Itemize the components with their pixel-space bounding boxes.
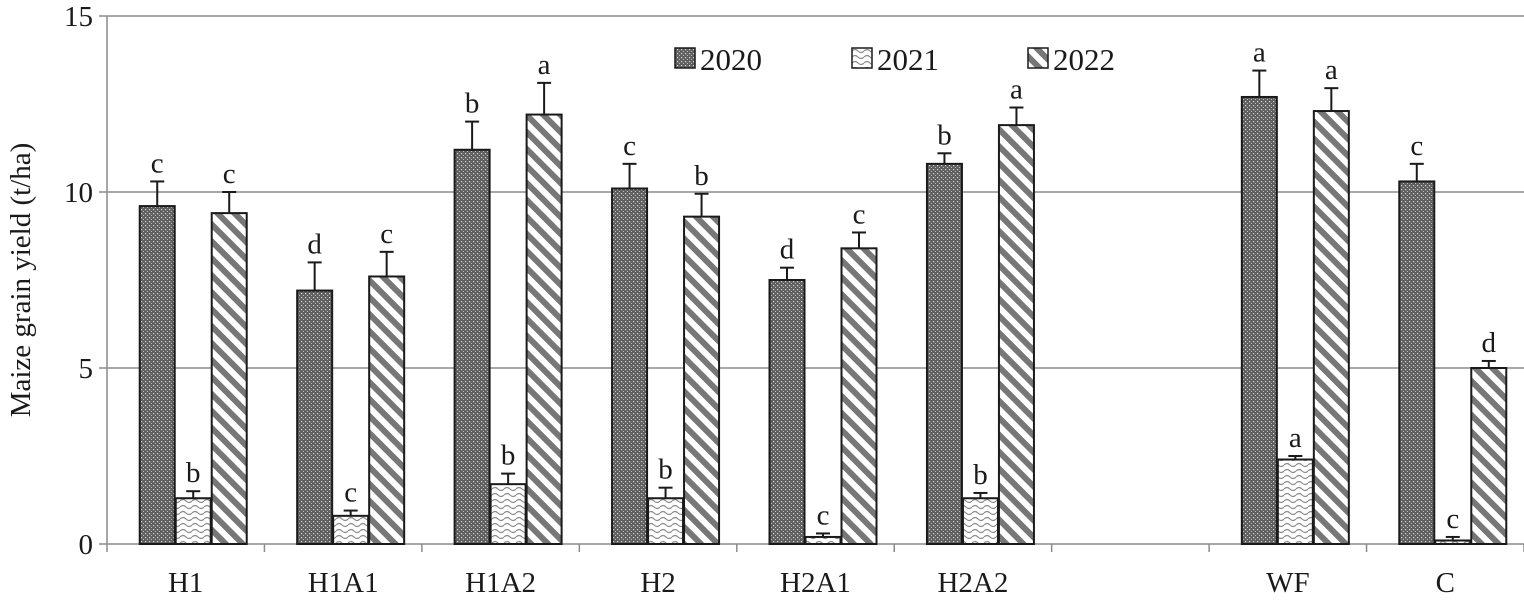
bar-2021-h1a2: [489, 483, 527, 546]
bar-2021-h2a2: [961, 497, 999, 545]
significance-letter: c: [344, 477, 357, 509]
bar-2022-h1a2: [525, 113, 563, 545]
bar-2021-h2a1: [804, 535, 842, 546]
legend-label-2021: 2021: [877, 42, 939, 77]
bar-2020-wf: [1240, 95, 1278, 546]
significance-letter: c: [151, 147, 164, 179]
bar-2020-c: [1398, 180, 1436, 545]
bar-2022-h1: [210, 212, 248, 545]
significance-letter: b: [501, 440, 516, 472]
category-label-wf: WF: [1266, 567, 1310, 599]
legend-swatch-2020: [674, 47, 696, 69]
bar-2021-wf: [1276, 458, 1314, 545]
significance-letter: b: [694, 160, 709, 192]
category-label-c: C: [1436, 567, 1455, 599]
significance-letter: b: [186, 457, 201, 489]
legend-swatch-2022: [1027, 47, 1049, 69]
category-label-h2: H2: [640, 567, 675, 599]
significance-letter: a: [1253, 37, 1266, 69]
legend-label-2020: 2020: [700, 42, 762, 77]
bar-2022-wf: [1312, 110, 1350, 545]
y-axis-title: Maize grain yield (t/ha): [5, 143, 37, 418]
legend: 2020 2021 2022: [674, 42, 1115, 77]
bar-2022-h2: [683, 215, 721, 545]
grid-layer: [107, 15, 1524, 369]
category-label-h1a2: H1A2: [465, 567, 536, 599]
bar-2021-h1: [174, 497, 212, 545]
bar-2020-h1a2: [453, 148, 491, 545]
significance-letter: a: [538, 49, 551, 81]
significance-letter: b: [658, 454, 673, 486]
legend-swatch-2021: [851, 47, 873, 69]
significance-letter: d: [1482, 327, 1497, 359]
significance-letter: a: [1010, 74, 1023, 106]
bar-2021-c: [1434, 539, 1472, 545]
category-label-h1: H1: [168, 567, 203, 599]
bar-2022-h2a2: [997, 124, 1035, 546]
legend-label-2022: 2022: [1053, 42, 1115, 77]
bars-layer: [138, 69, 1508, 546]
category-label-h2a1: H2A1: [780, 567, 851, 599]
significance-letter: c: [623, 130, 636, 162]
bar-2020-h2a1: [768, 279, 806, 545]
significance-letter: d: [307, 228, 322, 260]
category-label-h2a2: H2A2: [937, 567, 1008, 599]
significance-letter: a: [1325, 54, 1338, 86]
y-tick-label: 0: [79, 529, 94, 561]
bar-2022-h1a1: [368, 275, 406, 545]
significance-letter: c: [817, 499, 830, 531]
bar-2020-h1: [138, 205, 176, 546]
bar-2020-h2: [611, 187, 649, 545]
y-tick-label: 15: [64, 1, 93, 33]
bar-2022-c: [1470, 367, 1508, 545]
significance-letter: c: [1446, 503, 1459, 535]
significance-letter: b: [973, 459, 988, 491]
significance-letter: b: [465, 88, 480, 120]
significance-letter: c: [1410, 130, 1423, 162]
bar-2021-h2: [647, 497, 685, 545]
significance-letter: b: [937, 119, 952, 151]
bar-2020-h1a1: [296, 289, 334, 545]
bar-2022-h2a1: [840, 247, 878, 545]
significance-letter: a: [1289, 422, 1302, 454]
significance-letter: d: [780, 234, 795, 266]
significance-letter: c: [380, 218, 393, 250]
y-tick-label: 10: [64, 177, 93, 209]
bar-2020-h2a2: [925, 162, 963, 545]
significance-letter: c: [223, 158, 236, 190]
bar-2021-h1a1: [332, 514, 370, 546]
y-tick-label: 5: [79, 353, 94, 385]
significance-letter: c: [853, 198, 866, 230]
labels-layer: c d b c d b a c b c b b c b a c c c a b c a a d: [151, 37, 1497, 535]
category-label-h1a1: H1A1: [308, 567, 379, 599]
